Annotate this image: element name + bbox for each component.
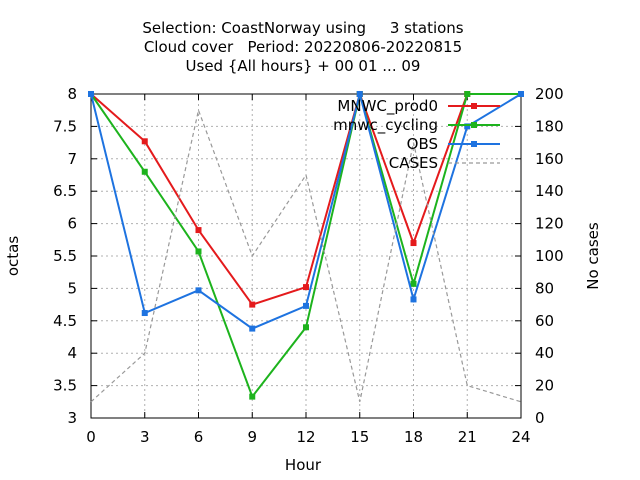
x-tick-label: 21	[458, 428, 477, 446]
y-tick-label: 7	[67, 150, 77, 168]
data-point-mnwc-prod0	[410, 240, 417, 247]
legend-label-cases: CASES	[389, 154, 438, 172]
series-layer	[88, 90, 524, 403]
x-tick-label: 15	[350, 428, 369, 446]
y-tick-label: 6	[67, 215, 77, 233]
data-point-obs	[464, 123, 471, 130]
y-tick-label: 8	[67, 85, 77, 103]
y2-axis-label: No cases	[584, 222, 602, 290]
legend-label-mnwc-prod0: MNWC_prod0	[337, 97, 438, 116]
legend-marker-mnwc-prod0	[471, 103, 477, 109]
legend-marker-mnwc-cycling	[471, 122, 477, 128]
series-line-cases	[90, 108, 522, 403]
y-tick-labels: 3 3.5 4 4.5 5 5.5 6 6.5 7 7.5 8	[53, 85, 77, 427]
data-point-mnwc-prod0	[249, 301, 256, 308]
y2-tick-label: 100	[535, 247, 564, 265]
data-point-obs	[195, 287, 202, 294]
chart-title-line-2: Cloud cover Period: 20220806-20220815	[144, 38, 462, 56]
data-point-mnwc-cycling	[249, 393, 256, 400]
grid-layer	[91, 94, 521, 418]
x-tick-label: 3	[140, 428, 150, 446]
y2-tick-label: 80	[535, 279, 554, 297]
y2-tick-label: 160	[535, 150, 564, 168]
legend-label-mnwc-cycling: mnwc_cycling	[333, 116, 438, 135]
y-tick-label: 7.5	[53, 117, 77, 135]
data-point-mnwc-prod0	[303, 284, 309, 291]
y-tick-label: 3.5	[53, 377, 77, 395]
data-point-obs	[518, 91, 524, 97]
y-tick-label: 5	[67, 279, 77, 297]
x-tick-label: 12	[296, 428, 315, 446]
plot-frame	[90, 93, 522, 419]
x-tick-label: 18	[404, 428, 423, 446]
y2-tick-label: 40	[535, 344, 554, 362]
legend-marker-obs	[471, 141, 477, 147]
data-point-mnwc-cycling	[141, 168, 148, 175]
legend-label-obs: OBS	[407, 135, 438, 153]
y-tick-label: 3	[67, 409, 77, 427]
chart-title-line-1: Selection: CoastNorway using 3 stations	[142, 19, 463, 37]
data-point-mnwc-cycling	[195, 248, 202, 255]
y2-tick-label: 20	[535, 377, 554, 395]
y-tick-label: 4	[67, 344, 77, 362]
y2-tick-label: 200	[535, 85, 564, 103]
chart-title-line-3: Used {All hours} + 00 01 ... 09	[186, 57, 421, 75]
data-point-obs	[141, 310, 148, 317]
data-point-mnwc-cycling	[303, 324, 309, 331]
x-tick-labels: 0 3 6 9 12 15 18 21 24	[86, 428, 530, 446]
y2-tick-label: 60	[535, 312, 554, 330]
y2-tick-label: 140	[535, 182, 564, 200]
x-tick-label: 24	[511, 428, 530, 446]
y2-tick-label: 0	[535, 409, 545, 427]
data-point-obs	[249, 325, 256, 332]
y2-tick-label: 120	[535, 215, 564, 233]
data-point-obs	[303, 302, 309, 309]
x-axis-label: Hour	[285, 456, 322, 474]
y-tick-label: 5.5	[53, 247, 77, 265]
x-tick-label: 6	[194, 428, 204, 446]
y2-tick-label: 180	[535, 117, 564, 135]
x-tick-label: 0	[86, 428, 96, 446]
data-point-mnwc-cycling	[410, 280, 417, 287]
data-point-mnwc-prod0	[195, 227, 202, 234]
data-point-obs	[410, 296, 417, 303]
data-point-obs	[88, 91, 94, 97]
y-axis-label: octas	[4, 236, 22, 276]
x-tick-label: 9	[247, 428, 257, 446]
data-point-mnwc-prod0	[141, 138, 148, 145]
data-point-mnwc-cycling	[464, 91, 471, 97]
data-point-obs	[356, 91, 363, 97]
y-tick-label: 6.5	[53, 182, 77, 200]
y-tick-label: 4.5	[53, 312, 77, 330]
y2-tick-labels: 0 20 40 60 80 100 120 140 160 180 200	[535, 85, 564, 427]
